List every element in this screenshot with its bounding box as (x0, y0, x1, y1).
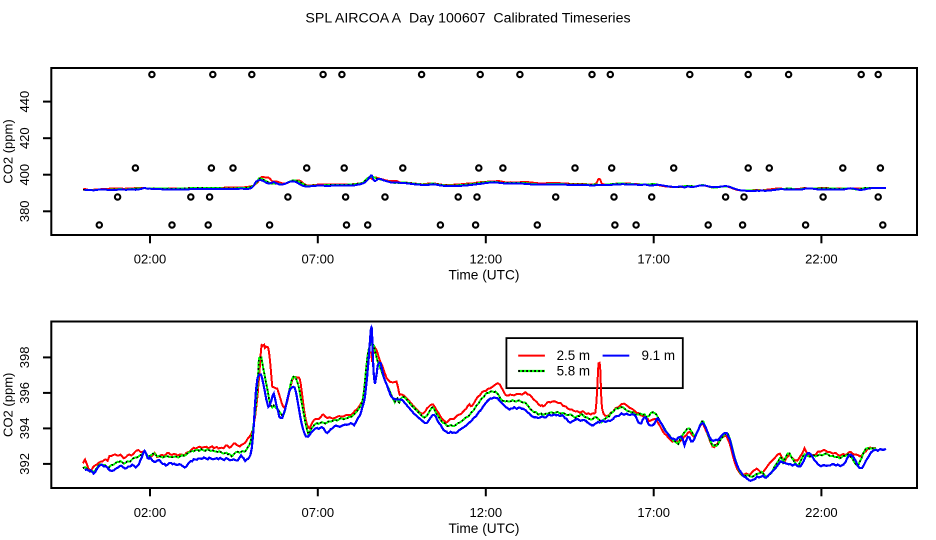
svg-text:392: 392 (17, 453, 32, 475)
svg-text:22:00: 22:00 (805, 505, 838, 520)
svg-text:22:00: 22:00 (805, 252, 838, 267)
svg-text:9.1 m: 9.1 m (642, 348, 676, 363)
svg-text:394: 394 (17, 418, 32, 440)
svg-text:400: 400 (17, 164, 32, 186)
svg-text:12:00: 12:00 (470, 505, 503, 520)
svg-text:CO2 (ppm): CO2 (ppm) (1, 373, 16, 437)
svg-text:CO2 (ppm): CO2 (ppm) (1, 119, 16, 183)
svg-text:398: 398 (17, 347, 32, 369)
svg-text:Time (UTC): Time (UTC) (449, 268, 520, 283)
svg-text:440: 440 (17, 91, 32, 113)
svg-text:420: 420 (17, 127, 32, 149)
svg-text:SPL AIRCOA A Day 100607 Cali: SPL AIRCOA A Day 100607 Calibrated Times… (305, 10, 630, 26)
svg-text:5.8 m: 5.8 m (557, 363, 591, 378)
svg-text:07:00: 07:00 (302, 252, 335, 267)
svg-text:07:00: 07:00 (302, 505, 335, 520)
svg-text:12:00: 12:00 (470, 252, 503, 267)
svg-text:02:00: 02:00 (134, 252, 167, 267)
svg-text:02:00: 02:00 (134, 505, 167, 520)
svg-text:2.5 m: 2.5 m (557, 348, 591, 363)
svg-text:396: 396 (17, 382, 32, 404)
svg-text:17:00: 17:00 (637, 505, 670, 520)
svg-text:Time (UTC): Time (UTC) (449, 521, 520, 536)
svg-text:380: 380 (17, 200, 32, 222)
svg-text:17:00: 17:00 (637, 252, 670, 267)
